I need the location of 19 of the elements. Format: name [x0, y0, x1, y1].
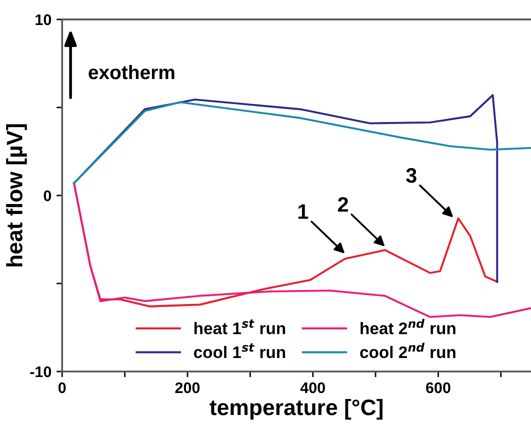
annotation: 3	[406, 168, 416, 183]
x-tick-label: 600	[426, 382, 450, 394]
legend-label: heat 2$^{nd}$ run	[360, 318, 456, 334]
x-axis-title: temperature [°C]	[210, 398, 382, 420]
y-axis-title: heat flow [µV]	[6, 124, 27, 266]
legend-label: heat 1$^{st}$ run	[194, 320, 286, 334]
annotation: 2	[338, 197, 348, 212]
annotation: 1	[298, 204, 308, 219]
y-tick-label: 0	[44, 190, 52, 202]
y-tick-label: -10	[30, 366, 52, 378]
y-tick-label: 10	[36, 14, 52, 26]
legend-label: cool 1$^{st}$ run	[194, 343, 286, 358]
annotation: exotherm	[88, 64, 174, 80]
legend-label: cool 2$^{nd}$ run	[360, 342, 456, 358]
x-tick-label: 200	[175, 382, 200, 394]
line-series	[73, 101, 531, 184]
line-series	[73, 94, 498, 283]
x-tick-label: 0	[58, 382, 66, 394]
x-tick-label: 400	[300, 382, 325, 394]
